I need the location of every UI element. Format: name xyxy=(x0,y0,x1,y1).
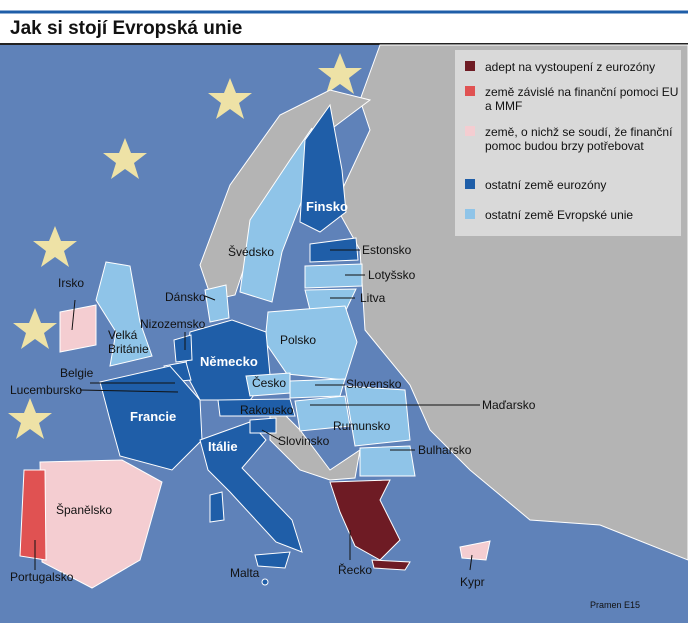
legend-swatch xyxy=(465,179,475,189)
country-label: Rakousko xyxy=(240,403,294,417)
title: Jak si stojí Evropská unie xyxy=(10,18,243,39)
country-label: Slovinsko xyxy=(278,434,330,448)
country-label: Dánsko xyxy=(165,290,206,304)
country-label: Španělsko xyxy=(56,503,113,517)
country-label: Irsko xyxy=(58,276,85,290)
country-label: Portugalsko xyxy=(10,570,74,584)
country-label: Finsko xyxy=(306,199,348,214)
legend-swatch xyxy=(465,86,475,96)
country-label: Lucembursko xyxy=(10,383,83,397)
country-label: Kypr xyxy=(460,575,485,589)
country-label: Malta xyxy=(230,566,260,580)
legend-swatch xyxy=(465,209,475,219)
legend-label: země závislé na finanční pomoci EU a MMF xyxy=(485,85,679,113)
country-label: Belgie xyxy=(60,366,94,380)
country-label: Polsko xyxy=(280,333,317,347)
country-label: Nizozemsko xyxy=(140,317,206,331)
legend-label: země, o nichž se soudí, že finanční pomo… xyxy=(485,125,673,153)
legend-swatch xyxy=(465,61,475,71)
legend-label: adept na vystoupení z eurozóny xyxy=(485,60,656,74)
country-label: Lotyšsko xyxy=(368,268,416,282)
legend-swatch xyxy=(465,126,475,136)
country-label: Estonsko xyxy=(362,243,412,257)
country-label: Rumunsko xyxy=(333,419,391,433)
source: Pramen E15 xyxy=(590,600,641,610)
country-label: Švédsko xyxy=(228,245,275,259)
country-label: Řecko xyxy=(338,563,373,577)
country-label: Itálie xyxy=(208,439,238,454)
legend-label: ostatní země eurozóny xyxy=(485,178,607,192)
country-label: Bulharsko xyxy=(418,443,472,457)
country-label: Maďarsko xyxy=(482,398,536,412)
legend: adept na vystoupení z eurozóny země závis… xyxy=(455,50,681,236)
legend-label: ostatní země Evropské unie xyxy=(485,208,634,222)
country-label: Litva xyxy=(360,291,386,305)
country-label: Francie xyxy=(130,409,177,424)
country-label: Česko xyxy=(252,376,287,390)
country-label: Slovensko xyxy=(346,377,402,391)
leader-lines xyxy=(34,249,480,571)
country-label: Velká Británie xyxy=(108,328,149,356)
country-label: Německo xyxy=(200,354,258,369)
